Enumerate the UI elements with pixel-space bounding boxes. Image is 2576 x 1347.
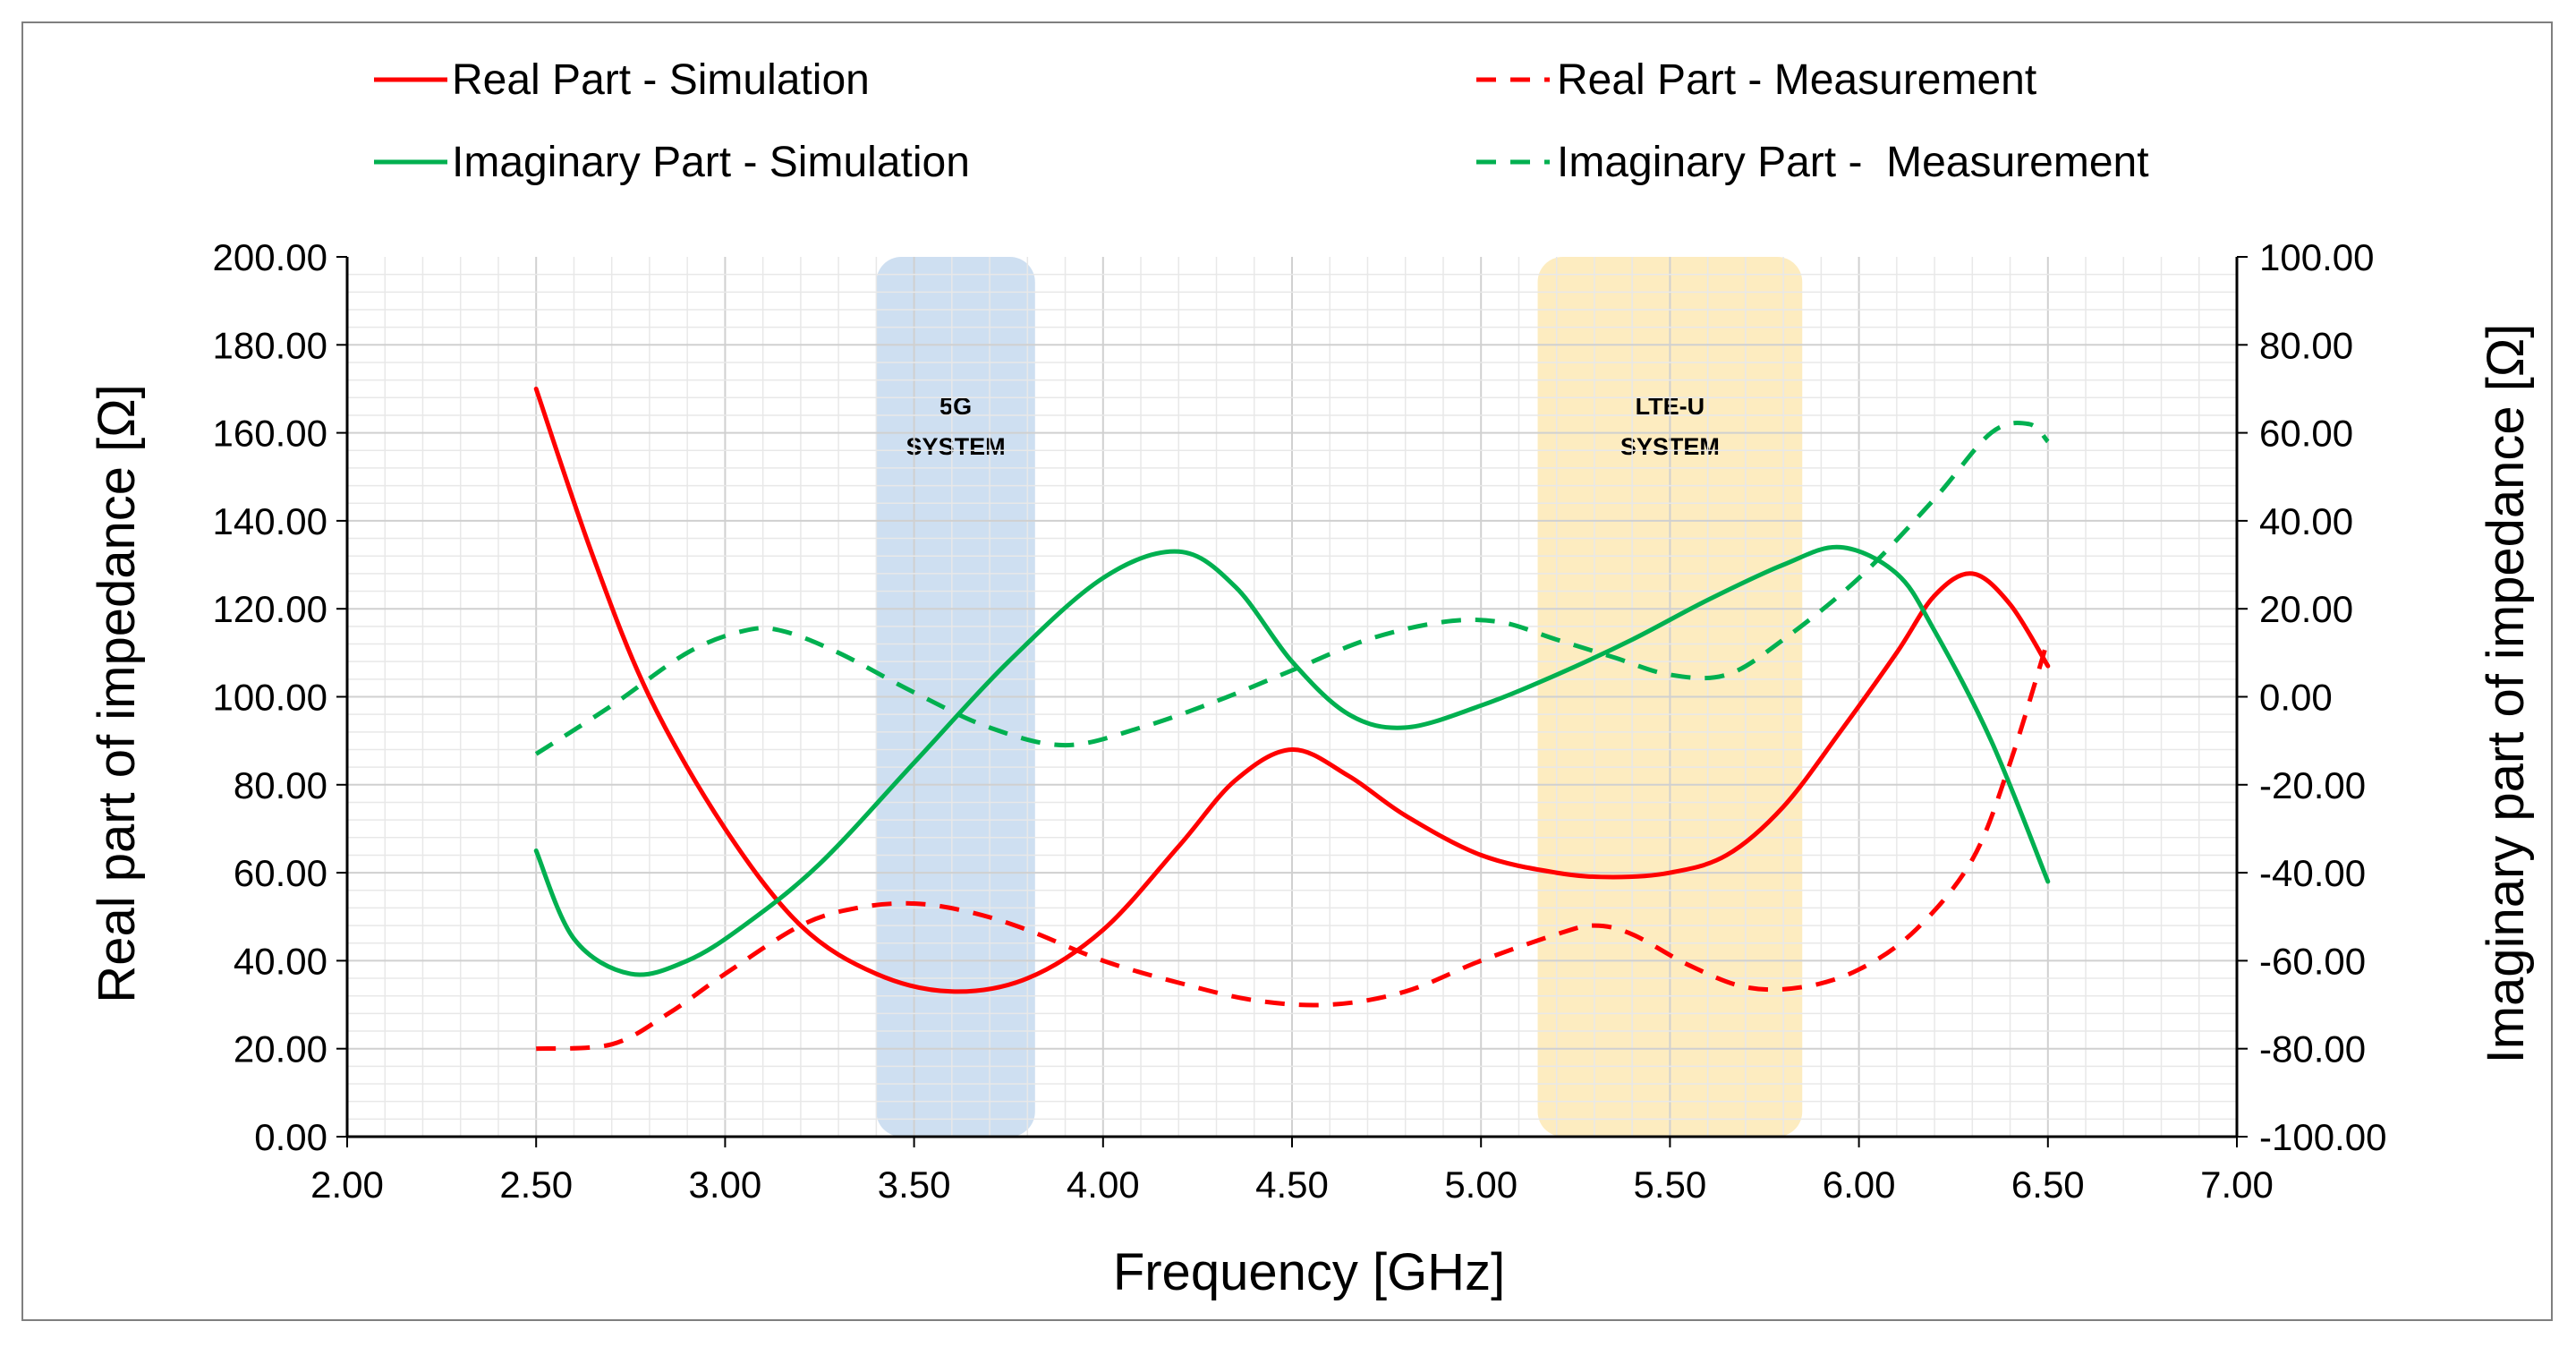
series-lines xyxy=(533,387,2051,1052)
chart-frame xyxy=(21,21,2553,1321)
y-left-tick-label: 40.00 xyxy=(234,940,327,982)
x-tick-label: 3.50 xyxy=(878,1164,951,1206)
series-line-real-measurement xyxy=(536,638,2051,1052)
y-left-tick-label: 160.00 xyxy=(213,413,327,455)
x-tick-label: 5.50 xyxy=(1634,1164,1707,1206)
y-left-tick-label: 20.00 xyxy=(234,1028,327,1070)
tick-labels: 2.00 2.50 3.00 3.50 4.00 4.50 5.00 5.50 6.00 6.50… xyxy=(213,236,2387,1206)
x-tick-label: 2.50 xyxy=(499,1164,573,1206)
x-tick-label: 5.00 xyxy=(1444,1164,1518,1206)
y-right-tick-label: -40.00 xyxy=(2259,852,2366,894)
y-left-axis-title: Real part of impedance [Ω] xyxy=(88,384,146,1002)
series-line-imag-simulation xyxy=(533,544,2051,977)
series-line-imag-measurement xyxy=(534,420,2050,756)
y-left-tick-label: 0.00 xyxy=(254,1116,327,1158)
y-right-tick-label: -60.00 xyxy=(2259,940,2366,982)
axes xyxy=(336,256,2248,1147)
legend-label-imag-measurement: Imaginary Part - Measurement xyxy=(1557,139,2149,186)
y-left-tick-label: 200.00 xyxy=(213,236,327,278)
legend-item-real-simulation[interactable]: Real Part - Simulation xyxy=(374,56,870,104)
x-tick-label: 3.00 xyxy=(689,1164,762,1206)
series-line-real-simulation xyxy=(533,387,2051,994)
legend: Real Part - Simulation Real Part - Measu… xyxy=(374,56,2149,186)
x-tick-label: 4.00 xyxy=(1067,1164,1140,1206)
grid xyxy=(347,257,2237,1137)
y-left-tick-label: 80.00 xyxy=(234,764,327,806)
y-left-tick-label: 140.00 xyxy=(213,500,327,542)
band-label-5g-1: SYSTEM xyxy=(906,433,1006,460)
x-tick-label: 4.50 xyxy=(1255,1164,1329,1206)
x-tick-label: 6.50 xyxy=(2011,1164,2085,1206)
x-axis-title: Frequency [GHz] xyxy=(1113,1243,1505,1301)
legend-label-real-simulation: Real Part - Simulation xyxy=(452,56,870,104)
y-right-axis-title: Imaginary part of impedance [Ω] xyxy=(2477,324,2535,1064)
y-right-tick-label: -100.00 xyxy=(2259,1116,2386,1158)
x-tick-label: 2.00 xyxy=(310,1164,384,1206)
y-left-tick-label: 180.00 xyxy=(213,324,327,366)
y-right-tick-label: 0.00 xyxy=(2259,677,2333,719)
y-right-tick-label: 40.00 xyxy=(2259,500,2353,542)
y-right-tick-label: -20.00 xyxy=(2259,764,2366,806)
x-tick-label: 6.00 xyxy=(1823,1164,1896,1206)
y-right-tick-label: -80.00 xyxy=(2259,1028,2366,1070)
y-right-tick-label: 80.00 xyxy=(2259,324,2353,366)
legend-item-imag-measurement[interactable]: Imaginary Part - Measurement xyxy=(1476,139,2149,186)
legend-label-imag-simulation: Imaginary Part - Simulation xyxy=(452,139,970,186)
y-left-tick-label: 100.00 xyxy=(213,677,327,719)
x-tick-label: 7.00 xyxy=(2200,1164,2274,1206)
y-right-tick-label: 60.00 xyxy=(2259,413,2353,455)
legend-label-real-measurement: Real Part - Measurement xyxy=(1557,56,2036,104)
y-right-tick-label: 20.00 xyxy=(2259,588,2353,630)
y-right-tick-label: 100.00 xyxy=(2259,236,2374,278)
y-left-tick-label: 60.00 xyxy=(234,852,327,894)
legend-item-real-measurement[interactable]: Real Part - Measurement xyxy=(1476,56,2036,104)
y-left-tick-label: 120.00 xyxy=(213,588,327,630)
legend-item-imag-simulation[interactable]: Imaginary Part - Simulation xyxy=(374,139,970,186)
